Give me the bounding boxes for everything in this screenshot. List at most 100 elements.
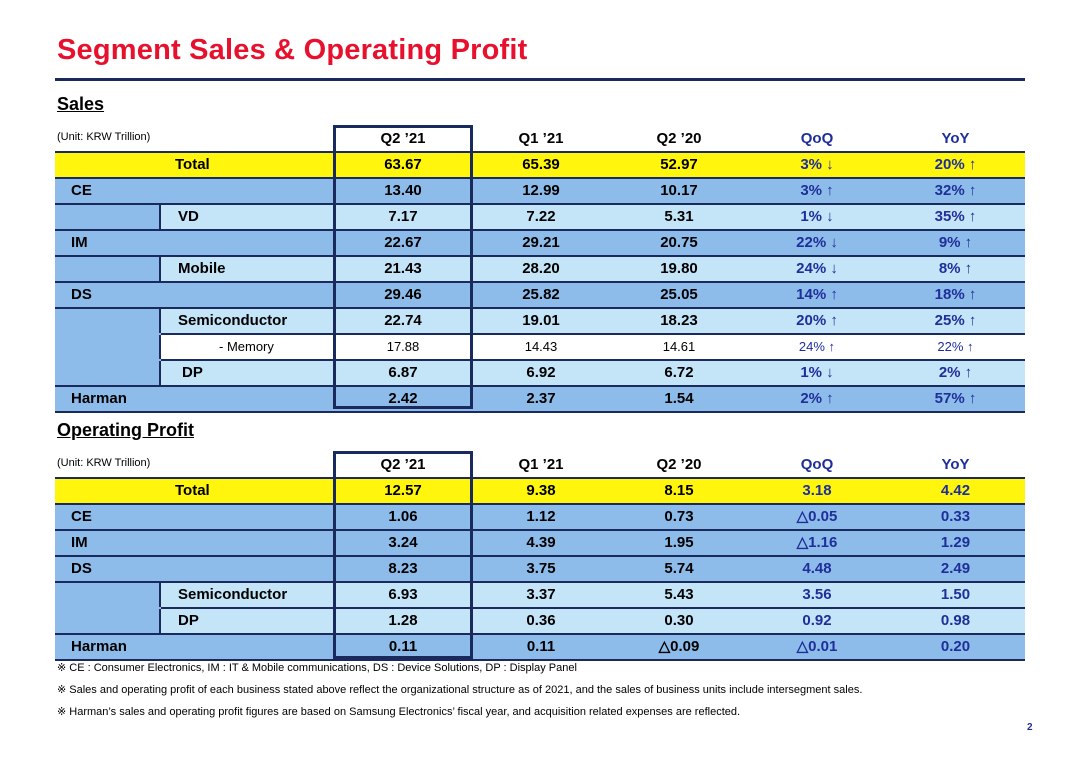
cell-qoq: 3% ↑ [748, 178, 886, 205]
cell-yoy: 0.20 [886, 634, 1025, 661]
indent-spacer [55, 608, 160, 635]
sales-col-yoy: YoY [941, 130, 970, 147]
op-row-semiconductor: Semiconductor 6.93 3.37 5.43 3.56 1.50 [55, 582, 1025, 609]
op-row-ce: CE 1.06 1.12 0.73 △0.05 0.33 [55, 504, 1025, 531]
cell-yoy: 2.49 [886, 556, 1025, 583]
op-row-total: Total 12.57 9.38 8.15 3.18 4.42 [55, 477, 1025, 505]
cell-q1-21: 9.38 [472, 477, 610, 505]
sales-col-q1-21: Q1 ’21 [518, 130, 564, 147]
cell-q2-21: 29.46 [334, 282, 472, 309]
op-table: Total 12.57 9.38 8.15 3.18 4.42 CE 1.06 … [55, 477, 1025, 661]
op-row-dp: DP 1.28 0.36 0.30 0.92 0.98 [55, 608, 1025, 635]
indent-spacer [55, 334, 160, 361]
row-label: Semiconductor [159, 582, 334, 609]
footnote-abbreviations: ※ CE : Consumer Electronics, IM : IT & M… [57, 662, 577, 674]
op-col-q1-21: Q1 ’21 [518, 456, 564, 473]
cell-q2-20: 1.95 [610, 530, 748, 557]
sales-row-im: IM 22.67 29.21 20.75 22% ↓ 9% ↑ [55, 230, 1025, 257]
indent-spacer [55, 582, 160, 609]
sales-heading: Sales [57, 94, 105, 114]
page-number: 2 [1027, 722, 1033, 733]
cell-yoy: 32% ↑ [886, 178, 1025, 205]
cell-q1-21: 65.39 [472, 151, 610, 179]
row-label: DS [55, 556, 334, 583]
cell-q2-20: 10.17 [610, 178, 748, 205]
cell-q1-21: 25.82 [472, 282, 610, 309]
cell-yoy: 25% ↑ [886, 308, 1025, 335]
cell-yoy: 4.42 [886, 477, 1025, 505]
cell-q2-21: 6.87 [334, 360, 472, 387]
footnote-org-structure: ※ Sales and operating profit of each bus… [57, 684, 863, 696]
sales-col-q2-20: Q2 ’20 [656, 130, 702, 147]
cell-q2-21: 22.74 [334, 308, 472, 335]
indent-spacer [55, 256, 160, 283]
cell-q2-20: △0.09 [610, 634, 748, 661]
cell-q1-21: 14.43 [472, 334, 610, 361]
footnote-harman: ※ Harman’s sales and operating profit fi… [57, 706, 741, 718]
row-label: CE [55, 178, 334, 205]
op-unit-label: (Unit: KRW Trillion) [57, 457, 151, 469]
cell-qoq: 2% ↑ [748, 386, 886, 413]
cell-qoq: 20% ↑ [748, 308, 886, 335]
sales-row-harman: Harman 2.42 2.37 1.54 2% ↑ 57% ↑ [55, 386, 1025, 413]
cell-q2-20: 25.05 [610, 282, 748, 309]
cell-q2-21: 12.57 [334, 477, 472, 505]
row-label: DS [55, 282, 334, 309]
sales-row-total: Total 63.67 65.39 52.97 3% ↓ 20% ↑ [55, 151, 1025, 179]
cell-q2-21: 2.42 [334, 386, 472, 413]
cell-q2-21: 17.88 [334, 334, 472, 361]
cell-yoy: 8% ↑ [886, 256, 1025, 283]
row-label: Total [55, 151, 334, 179]
cell-q2-20: 14.61 [610, 334, 748, 361]
sales-row-semiconductor: Semiconductor 22.74 19.01 18.23 20% ↑ 25… [55, 308, 1025, 335]
cell-qoq: 1% ↓ [748, 204, 886, 231]
cell-q1-21: 28.20 [472, 256, 610, 283]
op-row-ds: DS 8.23 3.75 5.74 4.48 2.49 [55, 556, 1025, 583]
cell-yoy: 57% ↑ [886, 386, 1025, 413]
op-row-im: IM 3.24 4.39 1.95 △1.16 1.29 [55, 530, 1025, 557]
op-col-q2-21: Q2 ’21 [380, 456, 426, 473]
cell-q1-21: 2.37 [472, 386, 610, 413]
sales-row-ce: CE 13.40 12.99 10.17 3% ↑ 32% ↑ [55, 178, 1025, 205]
indent-spacer [55, 360, 160, 387]
row-label: DP [159, 608, 334, 635]
sales-row-mobile: Mobile 21.43 28.20 19.80 24% ↓ 8% ↑ [55, 256, 1025, 283]
sales-row-ds: DS 29.46 25.82 25.05 14% ↑ 18% ↑ [55, 282, 1025, 309]
sales-col-qoq: QoQ [800, 130, 834, 147]
cell-q1-21: 29.21 [472, 230, 610, 257]
row-label: Harman [55, 386, 334, 413]
cell-q1-21: 4.39 [472, 530, 610, 557]
cell-qoq: △0.01 [748, 634, 886, 661]
cell-yoy: 9% ↑ [886, 230, 1025, 257]
cell-q1-21: 0.36 [472, 608, 610, 635]
cell-qoq: 1% ↓ [748, 360, 886, 387]
op-col-q2-20: Q2 ’20 [656, 456, 702, 473]
cell-q2-21: 0.11 [334, 634, 472, 661]
page-title: Segment Sales & Operating Profit [57, 34, 528, 66]
cell-yoy: 20% ↑ [886, 151, 1025, 179]
cell-q1-21: 6.92 [472, 360, 610, 387]
cell-q2-20: 0.30 [610, 608, 748, 635]
cell-q2-20: 5.31 [610, 204, 748, 231]
cell-qoq: 3% ↓ [748, 151, 886, 179]
row-label: Mobile [159, 256, 334, 283]
cell-qoq: 0.92 [748, 608, 886, 635]
row-label: Semiconductor [159, 308, 334, 335]
cell-q2-21: 6.93 [334, 582, 472, 609]
cell-q1-21: 7.22 [472, 204, 610, 231]
cell-qoq: 22% ↓ [748, 230, 886, 257]
cell-yoy: 1.50 [886, 582, 1025, 609]
row-label: VD [159, 204, 334, 231]
title-divider [55, 78, 1025, 81]
cell-yoy: 1.29 [886, 530, 1025, 557]
op-row-harman: Harman 0.11 0.11 △0.09 △0.01 0.20 [55, 634, 1025, 661]
cell-qoq: 3.56 [748, 582, 886, 609]
cell-q2-21: 7.17 [334, 204, 472, 231]
sales-table: Total 63.67 65.39 52.97 3% ↓ 20% ↑ CE 13… [55, 151, 1025, 413]
op-heading: Operating Profit [57, 420, 195, 440]
cell-q2-20: 5.43 [610, 582, 748, 609]
cell-q2-20: 18.23 [610, 308, 748, 335]
cell-q2-20: 0.73 [610, 504, 748, 531]
cell-qoq: 14% ↑ [748, 282, 886, 309]
cell-q2-20: 20.75 [610, 230, 748, 257]
